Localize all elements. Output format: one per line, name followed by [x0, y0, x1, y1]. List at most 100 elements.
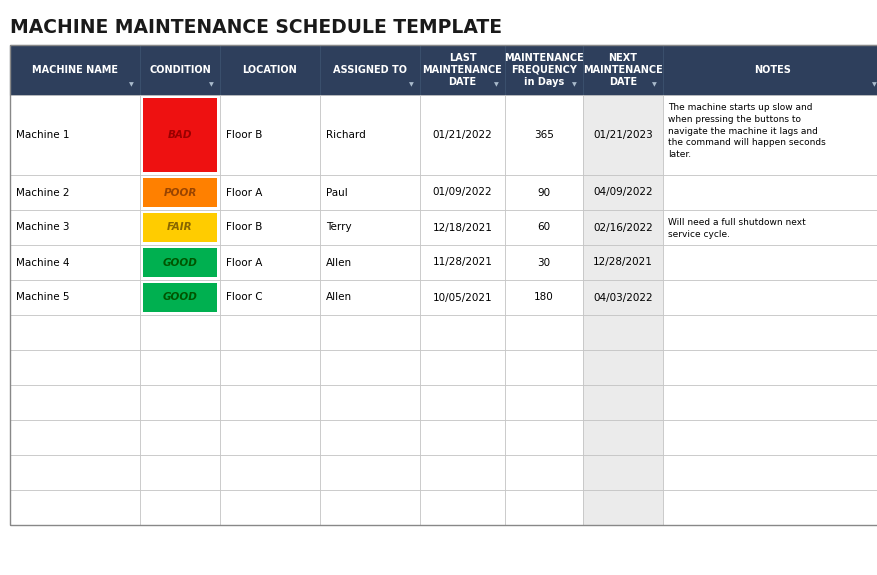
- Bar: [220, 280, 319, 315]
- Bar: [143, 178, 217, 207]
- Bar: [662, 490, 877, 525]
- Bar: [504, 175, 582, 210]
- Text: MACHINE NAME: MACHINE NAME: [32, 65, 118, 75]
- Bar: [319, 45, 419, 95]
- Bar: [319, 315, 419, 350]
- Bar: [139, 45, 220, 95]
- Bar: [419, 420, 504, 455]
- Text: 60: 60: [537, 223, 550, 232]
- Text: Floor B: Floor B: [225, 130, 262, 140]
- Text: Machine 4: Machine 4: [16, 258, 69, 267]
- Bar: [582, 315, 662, 350]
- Bar: [220, 385, 319, 420]
- Bar: [504, 280, 582, 315]
- Text: Floor A: Floor A: [225, 187, 262, 197]
- Bar: [419, 280, 504, 315]
- Bar: [662, 175, 877, 210]
- Bar: [139, 175, 220, 210]
- Text: 02/16/2022: 02/16/2022: [593, 223, 652, 232]
- Bar: [319, 455, 419, 490]
- Text: GOOD: GOOD: [162, 258, 197, 267]
- Bar: [220, 210, 319, 245]
- Bar: [139, 95, 220, 175]
- Bar: [419, 45, 504, 95]
- Bar: [504, 210, 582, 245]
- Text: Floor B: Floor B: [225, 223, 262, 232]
- Bar: [419, 350, 504, 385]
- Bar: [10, 315, 139, 350]
- Text: Machine 3: Machine 3: [16, 223, 69, 232]
- Bar: [10, 350, 139, 385]
- Text: ▼: ▼: [871, 82, 875, 87]
- Bar: [139, 455, 220, 490]
- Text: 90: 90: [537, 187, 550, 197]
- Text: LOCATION: LOCATION: [242, 65, 297, 75]
- Bar: [662, 210, 877, 245]
- Bar: [504, 45, 582, 95]
- Bar: [504, 455, 582, 490]
- Bar: [582, 490, 662, 525]
- Bar: [10, 385, 139, 420]
- Bar: [10, 45, 877, 525]
- Bar: [319, 95, 419, 175]
- Text: 04/03/2022: 04/03/2022: [593, 293, 652, 302]
- Bar: [220, 455, 319, 490]
- Bar: [419, 245, 504, 280]
- Bar: [504, 385, 582, 420]
- Text: Will need a full shutdown next
service cycle.: Will need a full shutdown next service c…: [667, 218, 805, 239]
- Text: Machine 2: Machine 2: [16, 187, 69, 197]
- Bar: [139, 350, 220, 385]
- Bar: [419, 455, 504, 490]
- Bar: [662, 95, 877, 175]
- Bar: [319, 420, 419, 455]
- Bar: [319, 385, 419, 420]
- Bar: [10, 455, 139, 490]
- Bar: [143, 248, 217, 277]
- Text: 04/09/2022: 04/09/2022: [593, 187, 652, 197]
- Text: Floor A: Floor A: [225, 258, 262, 267]
- Text: Machine 5: Machine 5: [16, 293, 69, 302]
- Text: ▼: ▼: [571, 82, 575, 87]
- Bar: [582, 245, 662, 280]
- Bar: [582, 210, 662, 245]
- Bar: [220, 420, 319, 455]
- Bar: [319, 490, 419, 525]
- Bar: [662, 315, 877, 350]
- Bar: [582, 95, 662, 175]
- Bar: [139, 245, 220, 280]
- Bar: [504, 315, 582, 350]
- Text: NEXT
MAINTENANCE
DATE: NEXT MAINTENANCE DATE: [582, 52, 662, 87]
- Text: MAINTENANCE
FREQUENCY
in Days: MAINTENANCE FREQUENCY in Days: [503, 52, 583, 87]
- Text: NOTES: NOTES: [753, 65, 790, 75]
- Bar: [504, 350, 582, 385]
- Bar: [319, 350, 419, 385]
- Bar: [504, 95, 582, 175]
- Bar: [220, 45, 319, 95]
- Bar: [582, 420, 662, 455]
- Text: POOR: POOR: [163, 187, 196, 197]
- Bar: [139, 490, 220, 525]
- Bar: [662, 280, 877, 315]
- Bar: [143, 283, 217, 312]
- Bar: [504, 245, 582, 280]
- Text: GOOD: GOOD: [162, 293, 197, 302]
- Bar: [10, 245, 139, 280]
- Text: Allen: Allen: [325, 258, 352, 267]
- Bar: [419, 95, 504, 175]
- Text: The machine starts up slow and
when pressing the buttons to
navigate the machine: The machine starts up slow and when pres…: [667, 103, 824, 159]
- Text: FAIR: FAIR: [167, 223, 193, 232]
- Bar: [662, 245, 877, 280]
- Text: CONDITION: CONDITION: [149, 65, 210, 75]
- Bar: [220, 95, 319, 175]
- Text: 01/21/2023: 01/21/2023: [593, 130, 652, 140]
- Bar: [220, 245, 319, 280]
- Bar: [139, 280, 220, 315]
- Text: 01/09/2022: 01/09/2022: [432, 187, 492, 197]
- Bar: [419, 315, 504, 350]
- Bar: [139, 385, 220, 420]
- Bar: [10, 420, 139, 455]
- Text: 180: 180: [533, 293, 553, 302]
- Bar: [139, 210, 220, 245]
- Bar: [10, 45, 139, 95]
- Bar: [504, 490, 582, 525]
